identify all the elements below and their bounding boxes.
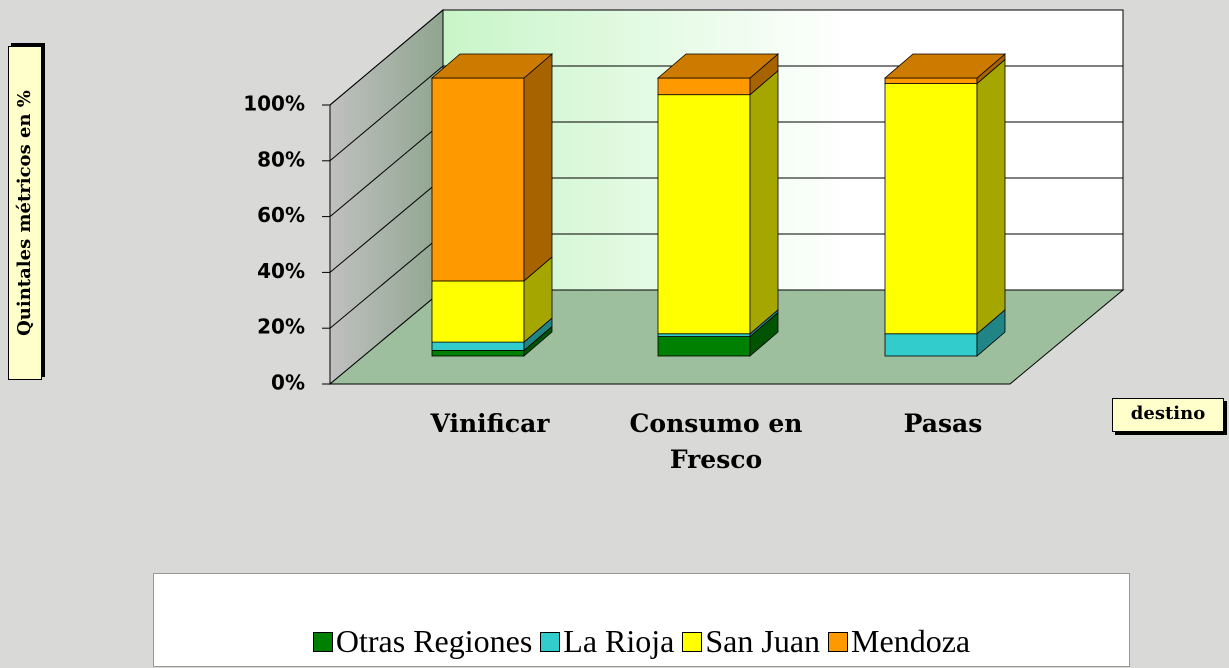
bar-segment xyxy=(431,280,525,343)
bar-top xyxy=(883,53,1007,79)
legend-item: Otras Regiones xyxy=(312,623,533,660)
y-tick-label: 100% xyxy=(243,92,305,116)
x-axis-label: destino xyxy=(1112,398,1224,432)
x-tick-label: Pasas xyxy=(903,409,983,438)
bar-segment xyxy=(884,83,978,335)
legend-swatch xyxy=(828,631,849,652)
y-tick-label: 60% xyxy=(257,203,305,227)
y-tick-label: 20% xyxy=(257,315,305,339)
grid-line xyxy=(329,177,444,273)
bar-segment xyxy=(431,341,525,351)
y-tick-label: 40% xyxy=(257,259,305,283)
legend-label: San Juan xyxy=(705,623,821,659)
legend-item: Mendoza xyxy=(828,623,970,660)
legend-label: Otras Regiones xyxy=(335,623,533,659)
grid-line xyxy=(329,121,444,217)
bar-segment xyxy=(657,77,751,96)
bar-segment xyxy=(431,350,525,357)
bar-segment xyxy=(431,77,525,282)
legend: Otras Regiones La Rioja San Juan Mendoza xyxy=(153,573,1130,667)
legend-swatch xyxy=(312,631,333,652)
bar-segment xyxy=(657,94,751,335)
bar-side xyxy=(523,53,553,282)
grid-line xyxy=(329,9,444,106)
y-tick-label: 0% xyxy=(271,371,305,395)
y-tick-label: 80% xyxy=(257,147,305,171)
bar-segment xyxy=(657,336,751,357)
legend-swatch xyxy=(682,631,703,652)
bar-side xyxy=(976,58,1006,335)
bar-segment xyxy=(884,333,978,357)
x-tick-label: Vinificar xyxy=(430,409,550,438)
grid-line xyxy=(329,233,444,329)
legend-label: Mendoza xyxy=(851,623,971,659)
y-axis-label: Quintales métricos en % xyxy=(8,46,42,380)
x-tick-label: Consumo en Fresco xyxy=(629,409,803,474)
bar-top xyxy=(656,53,780,79)
grid-line xyxy=(329,65,444,162)
bar-segment xyxy=(884,77,978,84)
bar-top xyxy=(430,53,554,79)
bar-segment xyxy=(657,333,751,337)
bar-side xyxy=(749,69,779,335)
legend-swatch xyxy=(540,631,561,652)
legend-item: San Juan xyxy=(682,623,820,660)
legend-label: La Rioja xyxy=(563,623,675,659)
legend-item: La Rioja xyxy=(540,623,674,660)
